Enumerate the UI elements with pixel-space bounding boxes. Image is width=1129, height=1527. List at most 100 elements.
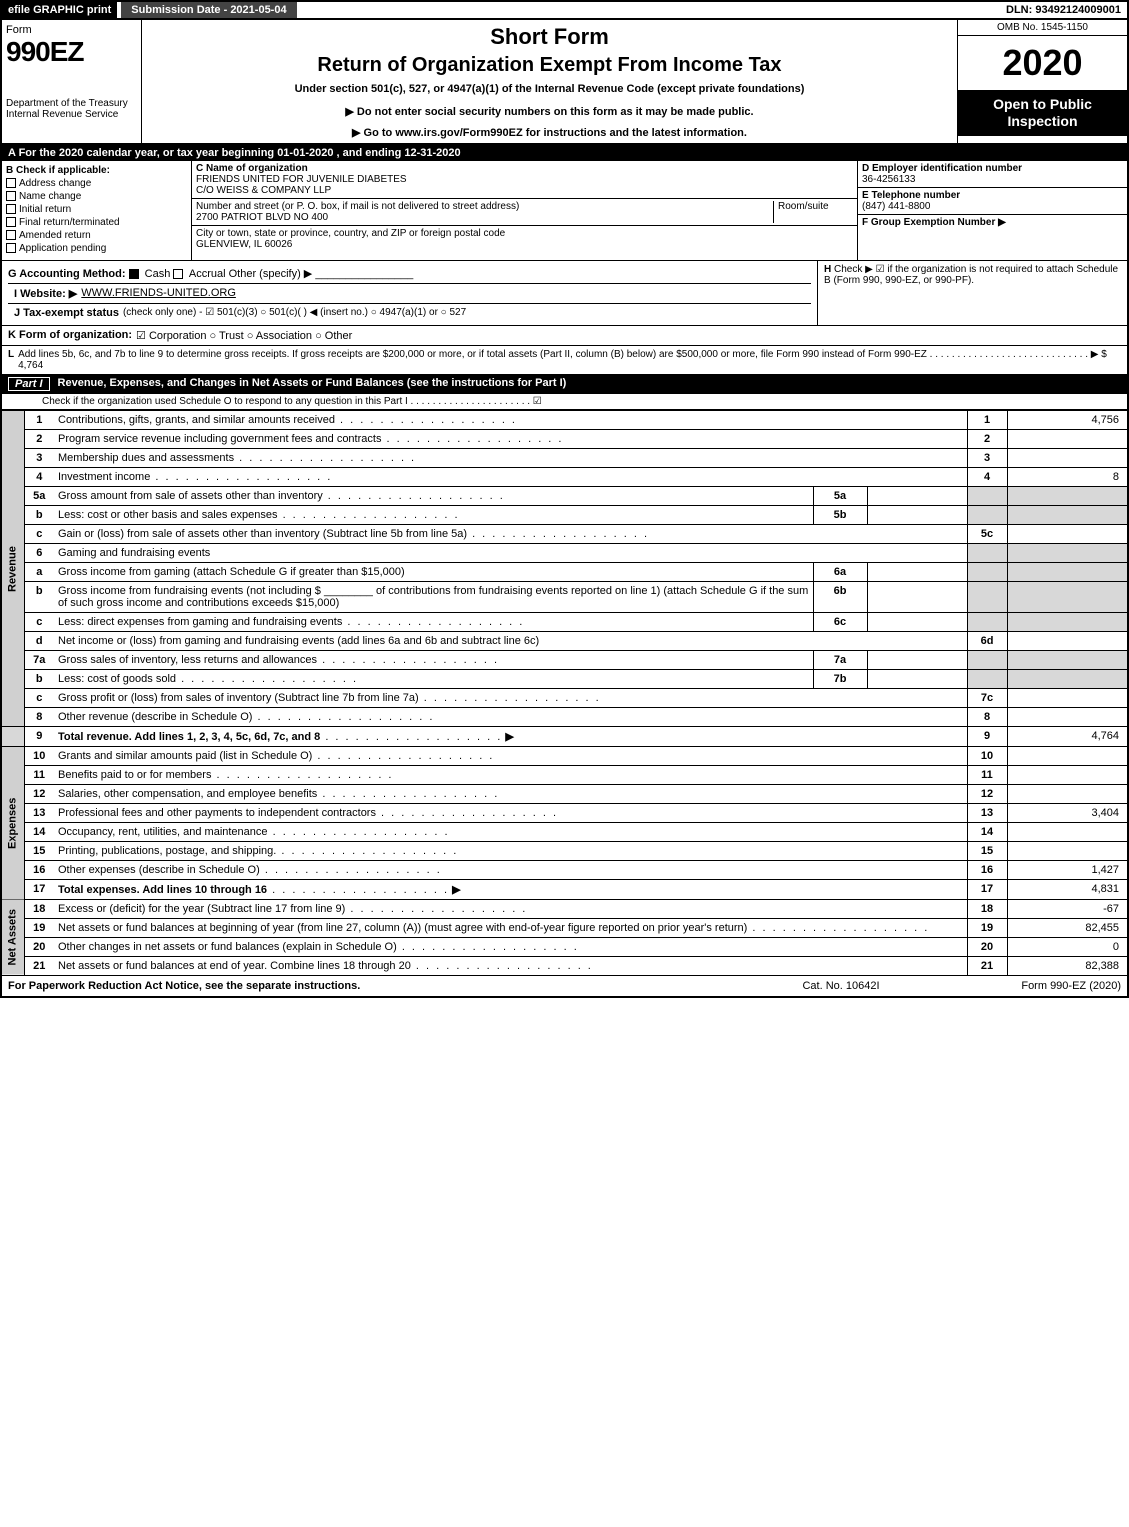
check-final-return[interactable]: Final return/terminated: [6, 217, 187, 228]
line-7b-subnum: 7b: [813, 670, 867, 689]
form-number: 990EZ: [6, 36, 137, 68]
part-1-sub: Check if the organization used Schedule …: [2, 394, 1127, 410]
org-address: 2700 PATRIOT BLVD NO 400: [196, 212, 328, 223]
line-1-num: 1: [24, 411, 54, 430]
paperwork-notice: For Paperwork Reduction Act Notice, see …: [8, 980, 741, 992]
line-14-num: 14: [24, 823, 54, 842]
line-16-num: 16: [24, 861, 54, 880]
line-16: 16 Other expenses (describe in Schedule …: [2, 861, 1127, 880]
line-7b-num: b: [24, 670, 54, 689]
check-address-change-label: Address change: [19, 178, 91, 189]
row-h-label: H: [824, 264, 831, 275]
line-16-rnum: 16: [967, 861, 1007, 880]
line-6d: d Net income or (loss) from gaming and f…: [2, 632, 1127, 651]
line-18-text: Excess or (deficit) for the year (Subtra…: [58, 903, 527, 915]
line-11: 11 Benefits paid to or for members 11: [2, 766, 1127, 785]
line-4-num: 4: [24, 468, 54, 487]
line-12-text: Salaries, other compensation, and employ…: [58, 788, 499, 800]
line-4: 4 Investment income 4 8: [2, 468, 1127, 487]
row-g-h: G Accounting Method: Cash Accrual Other …: [2, 260, 1127, 325]
line-6c-subnum: 6c: [813, 613, 867, 632]
line-7c-text: Gross profit or (loss) from sales of inv…: [58, 692, 601, 704]
check-address-change[interactable]: Address change: [6, 178, 187, 189]
check-name-change[interactable]: Name change: [6, 191, 187, 202]
row-l-label: L: [8, 349, 14, 371]
website-value[interactable]: WWW.FRIENDS-UNITED.ORG: [81, 287, 236, 300]
check-application-pending[interactable]: Application pending: [6, 243, 187, 254]
line-21-value: 82,388: [1007, 957, 1127, 976]
line-12-num: 12: [24, 785, 54, 804]
box-b: B Check if applicable: Address change Na…: [2, 161, 192, 260]
ssn-warning: ▶ Do not enter social security numbers o…: [146, 105, 953, 118]
check-name-change-label: Name change: [19, 191, 81, 202]
org-co: C/O WEISS & COMPANY LLP: [196, 185, 331, 196]
org-name: FRIENDS UNITED FOR JUVENILE DIABETES: [196, 174, 407, 185]
line-17-num: 17: [24, 880, 54, 900]
row-l-text: Add lines 5b, 6c, and 7b to line 9 to de…: [18, 349, 1121, 371]
line-5c-value: [1007, 525, 1127, 544]
line-2-value: [1007, 430, 1127, 449]
line-2-rnum: 2: [967, 430, 1007, 449]
line-19-text: Net assets or fund balances at beginning…: [58, 922, 929, 934]
line-9-text: Total revenue. Add lines 1, 2, 3, 4, 5c,…: [58, 731, 320, 743]
line-5c-num: c: [24, 525, 54, 544]
part-1-header: Part I Revenue, Expenses, and Changes in…: [2, 374, 1127, 394]
line-9-value: 4,764: [1007, 727, 1127, 747]
goto-link[interactable]: ▶ Go to www.irs.gov/Form990EZ for instru…: [146, 126, 953, 139]
box-def: D Employer identification number 36-4256…: [857, 161, 1127, 260]
accrual-label: Accrual: [189, 268, 226, 280]
line-8-rnum: 8: [967, 708, 1007, 727]
line-5a-subnum: 5a: [813, 487, 867, 506]
line-11-num: 11: [24, 766, 54, 785]
line-19: 19 Net assets or fund balances at beginn…: [2, 919, 1127, 938]
form-org-label: K Form of organization:: [8, 329, 132, 342]
form-header: Form 990EZ Department of the Treasury In…: [2, 20, 1127, 145]
org-city: GLENVIEW, IL 60026: [196, 239, 292, 250]
line-21-rnum: 21: [967, 957, 1007, 976]
row-h-text: Check ▶ ☑ if the organization is not req…: [824, 264, 1118, 286]
line-13-num: 13: [24, 804, 54, 823]
page-footer: For Paperwork Reduction Act Notice, see …: [2, 975, 1127, 996]
short-form-title: Short Form: [146, 24, 953, 50]
line-1: Revenue 1 Contributions, gifts, grants, …: [2, 411, 1127, 430]
check-initial-return[interactable]: Initial return: [6, 204, 187, 215]
line-14-text: Occupancy, rent, utilities, and maintena…: [58, 826, 450, 838]
line-7c-value: [1007, 689, 1127, 708]
check-accrual[interactable]: [173, 269, 183, 279]
line-20-text: Other changes in net assets or fund bala…: [58, 941, 579, 953]
line-18-num: 18: [24, 900, 54, 919]
line-17-rnum: 17: [967, 880, 1007, 900]
line-18: Net Assets 18 Excess or (deficit) for th…: [2, 900, 1127, 919]
line-2-text: Program service revenue including govern…: [58, 433, 563, 445]
line-3-rnum: 3: [967, 449, 1007, 468]
check-initial-return-label: Initial return: [19, 204, 71, 215]
line-9-rnum: 9: [967, 727, 1007, 747]
line-6d-rnum: 6d: [967, 632, 1007, 651]
line-3-num: 3: [24, 449, 54, 468]
tax-exempt-label: J Tax-exempt status: [14, 307, 119, 319]
check-cash[interactable]: [129, 269, 139, 279]
tax-exempt-text: (check only one) - ☑ 501(c)(3) ○ 501(c)(…: [123, 307, 466, 319]
row-a-taxyear: A For the 2020 calendar year, or tax yea…: [2, 145, 1127, 161]
line-13-rnum: 13: [967, 804, 1007, 823]
check-amended-return[interactable]: Amended return: [6, 230, 187, 241]
line-9-num: 9: [24, 727, 54, 747]
line-9: 9 Total revenue. Add lines 1, 2, 3, 4, 5…: [2, 727, 1127, 747]
line-1-rnum: 1: [967, 411, 1007, 430]
line-10: Expenses 10 Grants and similar amounts p…: [2, 747, 1127, 766]
arrow-icon: ▶: [452, 884, 460, 896]
line-8-value: [1007, 708, 1127, 727]
line-5b: b Less: cost or other basis and sales ex…: [2, 506, 1127, 525]
line-6d-value: [1007, 632, 1127, 651]
line-6a-subnum: 6a: [813, 563, 867, 582]
line-12-rnum: 12: [967, 785, 1007, 804]
check-final-return-label: Final return/terminated: [19, 217, 120, 228]
line-14-rnum: 14: [967, 823, 1007, 842]
return-title: Return of Organization Exempt From Incom…: [146, 54, 953, 77]
line-5b-subnum: 5b: [813, 506, 867, 525]
city-label: City or town, state or province, country…: [196, 228, 505, 239]
line-14: 14 Occupancy, rent, utilities, and maint…: [2, 823, 1127, 842]
efile-print-label[interactable]: efile GRAPHIC print: [2, 2, 117, 18]
line-7c-num: c: [24, 689, 54, 708]
line-5c-rnum: 5c: [967, 525, 1007, 544]
